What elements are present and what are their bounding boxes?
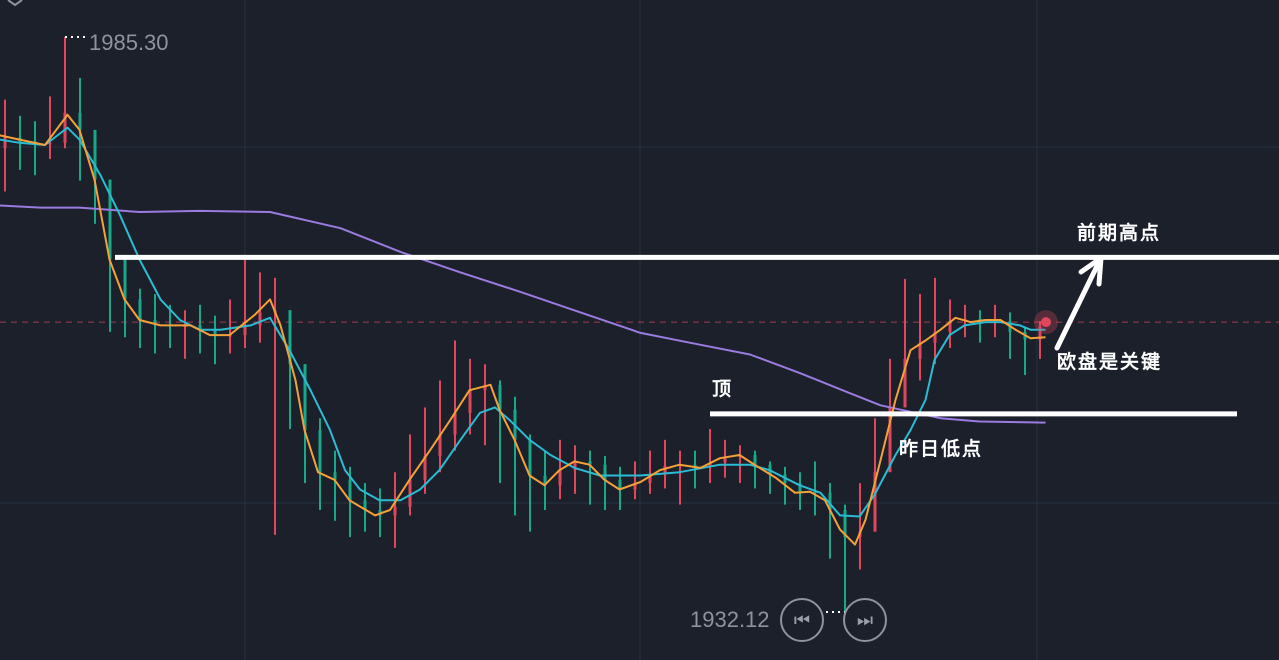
candle-body [528,439,532,476]
candle-body [198,325,202,330]
candle-body [63,112,67,143]
skip-back-icon: ⏮ [793,609,811,631]
candle-body [423,456,427,480]
ma-fast-line [0,113,1046,546]
candle-body [468,390,472,413]
candle-body [213,329,217,336]
candle-body [288,310,292,365]
candle-body [483,384,487,391]
high-price-label: 1985.30 [89,30,169,55]
candle-body [408,479,412,507]
candle-body [108,179,112,260]
resistance-label: 前期高点 [1077,222,1162,244]
candle-body [243,325,247,336]
note-label: 欧盘是关键 [1057,351,1163,373]
candle-body [153,319,157,325]
candle-body [633,483,637,490]
support-label: 昨日低点 [899,438,984,460]
candle-body [918,342,922,359]
candle-body [348,479,352,501]
candle-body [438,434,442,457]
candle-body [708,462,712,467]
candle-body [648,474,652,484]
candle-body [393,506,397,516]
diamond-icon [7,0,23,7]
candle-body [453,412,457,435]
candle-body [558,470,562,486]
current-price-dot [1041,317,1051,328]
candle-body [618,479,622,490]
candle-body [813,491,817,494]
candle-body [318,430,322,473]
candle-body [573,461,577,471]
candle-body [873,472,877,532]
candle-body [588,461,592,465]
candle-body [363,500,367,511]
skip-forward-icon: ⏭ [856,609,874,631]
candle-body [123,259,127,300]
candle-body [138,299,142,320]
candle-body [933,331,937,343]
previous-button[interactable]: ⏮ [780,598,824,642]
top-label: 顶 [712,378,734,400]
candle-body [723,457,727,463]
candle-body [303,364,307,431]
candle-body [78,112,82,130]
ma-slow-line [0,204,1046,424]
candle-body [798,483,802,492]
arrow-shaft [1054,261,1101,351]
candle-body [93,129,97,180]
candle-body [258,312,262,326]
candle-body [843,510,847,538]
candle-body [333,472,337,480]
candle-body [663,465,667,475]
low-price-label: 1932.12 [690,607,770,632]
candle-body [3,137,7,149]
candle-body [903,358,907,408]
candle-body [48,142,52,145]
candle-body [543,475,547,486]
candle-body [753,454,757,465]
candle-body [603,464,607,480]
candle-body [1038,326,1042,340]
candle-body [948,321,952,332]
candle-body [693,464,697,467]
arrow-head-icon [1078,255,1104,287]
candle-body [828,492,832,511]
candle-body [498,384,502,410]
next-button[interactable]: ⏭ [843,598,887,642]
candle-body [888,407,892,473]
